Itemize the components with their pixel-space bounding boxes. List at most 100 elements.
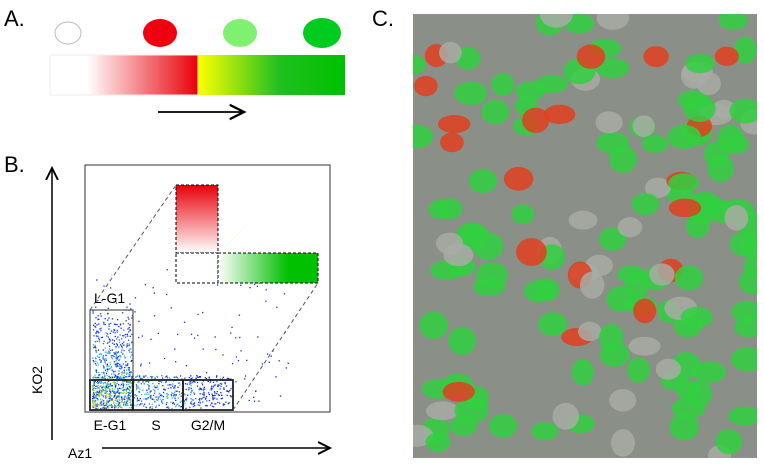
dot (116, 344, 118, 346)
dot (111, 385, 113, 387)
dot (181, 378, 183, 380)
dot (129, 382, 131, 384)
dot (146, 389, 148, 391)
dot (105, 403, 108, 405)
cell (503, 166, 534, 191)
dot (212, 396, 214, 398)
dot (153, 399, 155, 401)
dot (102, 358, 104, 360)
cell (585, 254, 613, 277)
dot (210, 389, 212, 391)
dot (111, 318, 114, 320)
dot (146, 380, 148, 382)
dot (128, 394, 130, 396)
dot (94, 402, 96, 404)
dot (100, 398, 102, 400)
dot (98, 377, 100, 379)
dot (107, 387, 109, 389)
dot (114, 370, 116, 373)
dot (92, 403, 94, 405)
dot (149, 406, 151, 408)
dot (214, 392, 216, 394)
dot (103, 321, 105, 323)
dot (138, 404, 141, 406)
dot (104, 395, 107, 397)
dot (108, 341, 110, 343)
cell (715, 429, 743, 455)
dot (100, 361, 102, 363)
dot (104, 374, 106, 376)
dot (152, 398, 154, 400)
dot (190, 400, 193, 402)
state-circle (54, 21, 82, 45)
dot (95, 404, 97, 406)
dot (161, 402, 164, 404)
cell (468, 168, 497, 194)
dot (124, 392, 126, 394)
dot (126, 306, 128, 308)
dot (151, 403, 153, 405)
dot (105, 390, 107, 393)
dot (147, 383, 149, 386)
cell (511, 204, 535, 225)
dot (126, 344, 128, 347)
dot (220, 392, 222, 394)
dot (131, 341, 133, 344)
dot (226, 394, 228, 396)
dot (133, 397, 136, 399)
dot (121, 396, 123, 398)
dot (188, 376, 190, 379)
dot (107, 382, 109, 384)
dot (102, 400, 105, 402)
dot (114, 363, 116, 365)
dot (108, 328, 110, 330)
dot (166, 395, 168, 397)
dot (179, 375, 182, 377)
dot (123, 404, 125, 406)
dot (100, 400, 102, 402)
dot (235, 381, 237, 383)
dot (105, 394, 108, 397)
cell (606, 285, 635, 313)
dot (117, 356, 119, 358)
dot (180, 406, 183, 408)
dot (103, 366, 105, 368)
dot (117, 376, 120, 378)
dot (104, 318, 106, 320)
dot (137, 387, 140, 389)
cell (740, 232, 757, 260)
dot (208, 393, 210, 396)
dot (163, 388, 165, 390)
dot (205, 405, 207, 407)
dot (102, 389, 104, 392)
dot (125, 372, 127, 374)
dot (212, 397, 215, 399)
dot (100, 408, 102, 410)
dot (138, 376, 141, 378)
dot (113, 340, 116, 342)
dot (209, 381, 211, 383)
panel-label: C. (372, 6, 394, 31)
dot (110, 322, 112, 324)
dot (100, 392, 102, 394)
dot (119, 324, 122, 326)
dot (199, 404, 201, 407)
dot (128, 373, 130, 376)
gate-label: E-G1 (94, 417, 127, 433)
dot (105, 332, 107, 334)
dot (135, 376, 137, 378)
dot (93, 400, 96, 402)
dot (208, 376, 210, 378)
dot (109, 287, 112, 289)
dot (119, 358, 121, 361)
dot (149, 380, 151, 382)
dot (116, 324, 118, 326)
dot (110, 406, 113, 408)
dot (92, 384, 94, 387)
dot (101, 404, 104, 406)
dot (154, 390, 156, 392)
dot (114, 374, 116, 376)
dot (222, 354, 224, 356)
dot (105, 372, 108, 374)
dot (190, 387, 192, 390)
